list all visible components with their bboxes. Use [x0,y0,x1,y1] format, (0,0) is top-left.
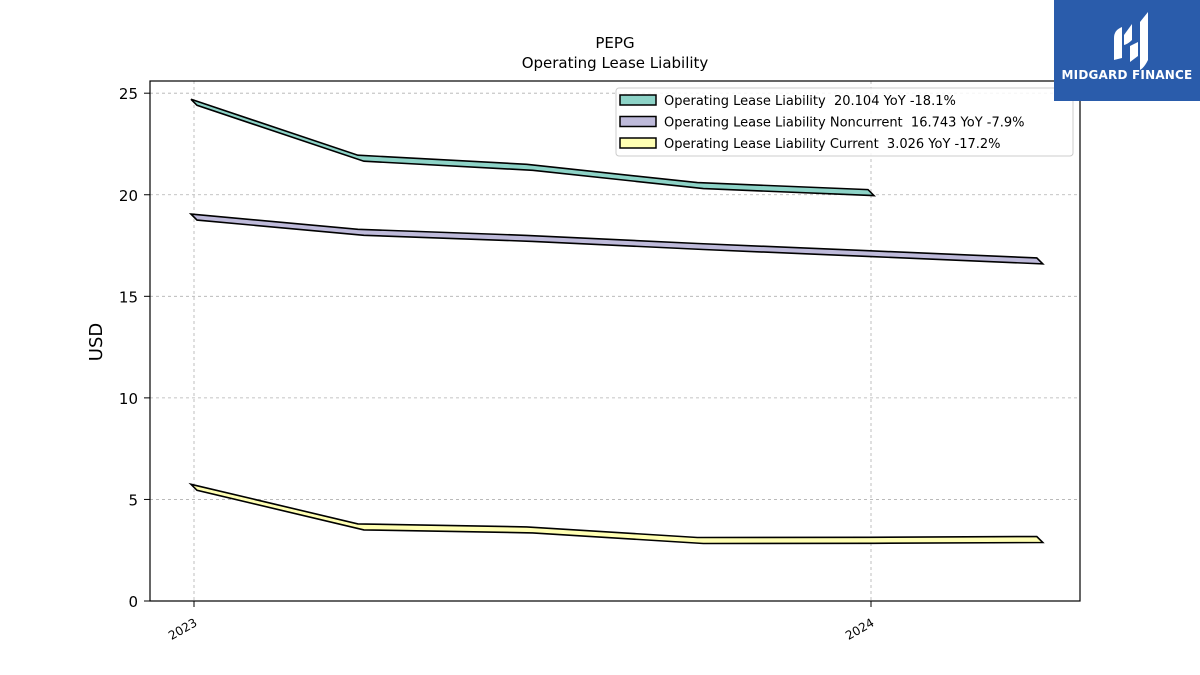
y-tick-label: 10 [119,390,138,408]
grid [150,81,1080,602]
legend-swatch-1 [619,115,657,128]
y-axis-label: USD [86,323,107,361]
legend: Operating Lease Liability 20.104 YoY -18… [615,87,1074,157]
logo-mark-icon [1114,12,1148,70]
y-tick-label: 15 [119,288,138,306]
series-line-2 [188,482,1045,545]
plot-frame [149,80,1081,602]
y-tick-label: 20 [119,187,138,205]
x-tick-label: 2024 [843,615,876,642]
legend-swatch-0 [619,94,657,106]
legend-label-1: Operating Lease Liability Noncurrent 16.… [664,116,1025,131]
y-tick-label: 25 [119,85,138,103]
series-line-0 [190,98,877,197]
series-line-1 [188,213,1045,265]
legend-swatch-2 [619,137,657,149]
legend-label-0: Operating Lease Liability 20.104 YoY -18… [664,94,956,109]
logo-text: MIDGARD FINANCE [1061,68,1193,82]
y-tick-label: 5 [128,491,138,509]
chart-subtitle: Operating Lease Liability [522,54,709,72]
chart-title: PEPG [595,34,634,52]
series-lines [188,98,1045,545]
legend-box [615,87,1074,157]
legend-label-2: Operating Lease Liability Current 3.026 … [664,137,1001,152]
midgard-finance-logo: MIDGARD FINANCE [1054,0,1200,101]
y-tick-label: 0 [128,593,138,611]
x-tick-label: 2023 [166,615,199,642]
